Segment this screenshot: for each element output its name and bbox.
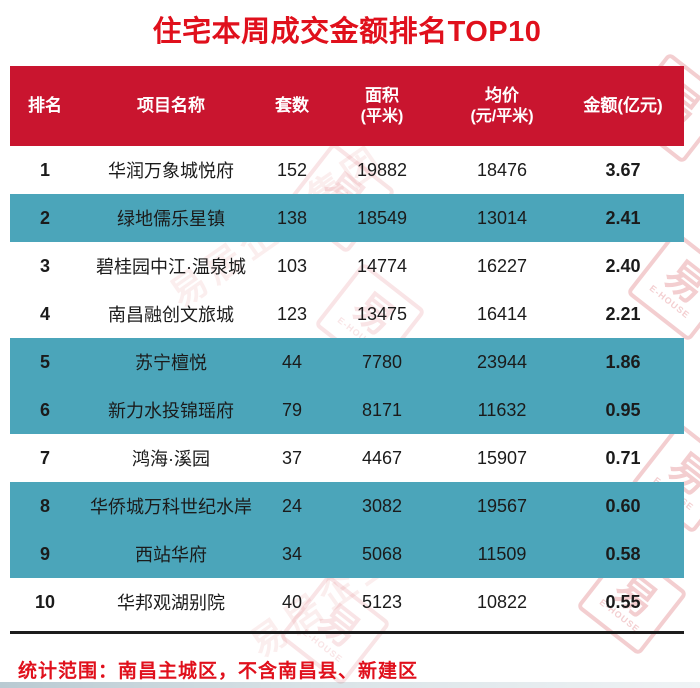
cell-rank: 8 <box>10 482 80 530</box>
cell-name: 西站华府 <box>80 530 262 578</box>
cell-price: 10822 <box>476 591 528 612</box>
cell-units: 103 <box>276 255 308 276</box>
cell-units: 44 <box>262 338 322 386</box>
cell-amount: 0.60 <box>562 482 684 530</box>
cell-amount: 2.40 <box>605 255 641 276</box>
table-row: 5 苏宁檀悦 44 7780 23944 1.86 <box>10 338 684 386</box>
cell-price: 13014 <box>442 194 562 242</box>
cell-area: 7780 <box>322 338 442 386</box>
table-body: 1 华润万象城悦府 152 19882 18476 3.67 2 绿地儒乐星镇 138 18549… <box>10 146 684 626</box>
col-header-amount: 金额(亿元) <box>562 66 684 146</box>
cell-rank: 4 <box>39 303 50 324</box>
cell-amount: 2.41 <box>562 194 684 242</box>
cell-units: 34 <box>262 530 322 578</box>
cell-price: 18476 <box>476 159 528 180</box>
cell-area: 5123 <box>361 591 403 612</box>
col-header-label: 金额(亿元) <box>583 95 663 115</box>
cell-units: 123 <box>276 303 308 324</box>
col-header-label: 均价 <box>485 85 519 105</box>
cell-amount: 0.95 <box>562 386 684 434</box>
cell-units: 79 <box>262 386 322 434</box>
cell-price: 15907 <box>476 447 528 468</box>
col-header-price: 均价 (元/平米) <box>442 66 562 146</box>
table-row: 3 碧桂园中江·温泉城 103 14774 16227 2.40 <box>10 242 684 290</box>
col-header-units: 套数 <box>262 66 322 146</box>
cell-amount: 2.21 <box>605 303 641 324</box>
cell-area: 8171 <box>322 386 442 434</box>
table-row: 9 西站华府 34 5068 11509 0.58 <box>10 530 684 578</box>
col-header-rank: 排名 <box>10 66 80 146</box>
table-row: 10 华邦观湖别院 40 5123 10822 0.55 <box>10 578 684 626</box>
cell-rank: 7 <box>39 447 50 468</box>
cell-units: 138 <box>262 194 322 242</box>
col-header-label: 套数 <box>275 95 309 115</box>
cell-name: 绿地儒乐星镇 <box>80 194 262 242</box>
cell-area: 14774 <box>356 255 408 276</box>
table-bottom-rule <box>10 631 684 634</box>
col-header-sublabel: (平米) <box>360 107 404 125</box>
cell-price: 11632 <box>442 386 562 434</box>
table-row: 8 华侨城万科世纪水岸 24 3082 19567 0.60 <box>10 482 684 530</box>
cell-name: 华侨城万科世纪水岸 <box>80 482 262 530</box>
cell-name: 华邦观湖别院 <box>117 593 225 613</box>
cell-name: 苏宁檀悦 <box>80 338 262 386</box>
cell-units: 152 <box>276 159 308 180</box>
ranking-table: 排名 项目名称 套数 面积 (平米) 均价 (元/平米) 金额(亿元) 1 华润万… <box>10 66 684 626</box>
col-header-area: 面积 (平米) <box>322 66 442 146</box>
cell-rank: 1 <box>39 159 50 180</box>
col-header-label: 面积 <box>365 85 399 105</box>
cell-units: 37 <box>281 447 303 468</box>
cell-price: 16227 <box>476 255 528 276</box>
cell-name: 鸿海·溪园 <box>132 449 210 469</box>
cell-rank: 2 <box>10 194 80 242</box>
table-row: 7 鸿海·溪园 37 4467 15907 0.71 <box>10 434 684 482</box>
cell-units: 24 <box>262 482 322 530</box>
table-row: 2 绿地儒乐星镇 138 18549 13014 2.41 <box>10 194 684 242</box>
table-row: 1 华润万象城悦府 152 19882 18476 3.67 <box>10 146 684 194</box>
cell-area: 19882 <box>356 159 408 180</box>
cell-price: 19567 <box>442 482 562 530</box>
cell-amount: 0.58 <box>562 530 684 578</box>
cell-price: 16414 <box>476 303 528 324</box>
table-header: 排名 项目名称 套数 面积 (平米) 均价 (元/平米) 金额(亿元) <box>10 66 684 146</box>
page-title: 住宅本周成交金额排名TOP10 <box>152 16 542 48</box>
cell-area: 18549 <box>322 194 442 242</box>
cell-area: 13475 <box>356 303 408 324</box>
table-row: 4 南昌融创文旅城 123 13475 16414 2.21 <box>10 290 684 338</box>
cell-amount: 0.55 <box>605 591 641 612</box>
col-header-name: 项目名称 <box>80 66 262 146</box>
cell-price: 11509 <box>442 530 562 578</box>
cell-rank: 10 <box>34 591 56 612</box>
col-header-label: 项目名称 <box>137 95 205 115</box>
cell-amount: 3.67 <box>605 159 641 180</box>
cell-name: 南昌融创文旅城 <box>108 305 234 325</box>
cell-rank: 6 <box>10 386 80 434</box>
cell-rank: 9 <box>10 530 80 578</box>
cell-rank: 3 <box>39 255 50 276</box>
cell-name: 华润万象城悦府 <box>108 161 234 181</box>
cell-area: 5068 <box>322 530 442 578</box>
cell-area: 4467 <box>361 447 403 468</box>
cell-area: 3082 <box>322 482 442 530</box>
col-header-label: 排名 <box>28 95 62 115</box>
cell-units: 40 <box>281 591 303 612</box>
cell-name: 碧桂园中江·温泉城 <box>96 257 246 277</box>
col-header-sublabel: (元/平米) <box>470 107 534 125</box>
cell-price: 23944 <box>442 338 562 386</box>
scope-note: 统计范围：南昌主城区，不含南昌县、新建区 <box>18 661 419 682</box>
cell-amount: 0.71 <box>605 447 641 468</box>
cell-amount: 1.86 <box>562 338 684 386</box>
cell-name: 新力水投锦瑶府 <box>80 386 262 434</box>
cell-rank: 5 <box>10 338 80 386</box>
table-row: 6 新力水投锦瑶府 79 8171 11632 0.95 <box>10 386 684 434</box>
